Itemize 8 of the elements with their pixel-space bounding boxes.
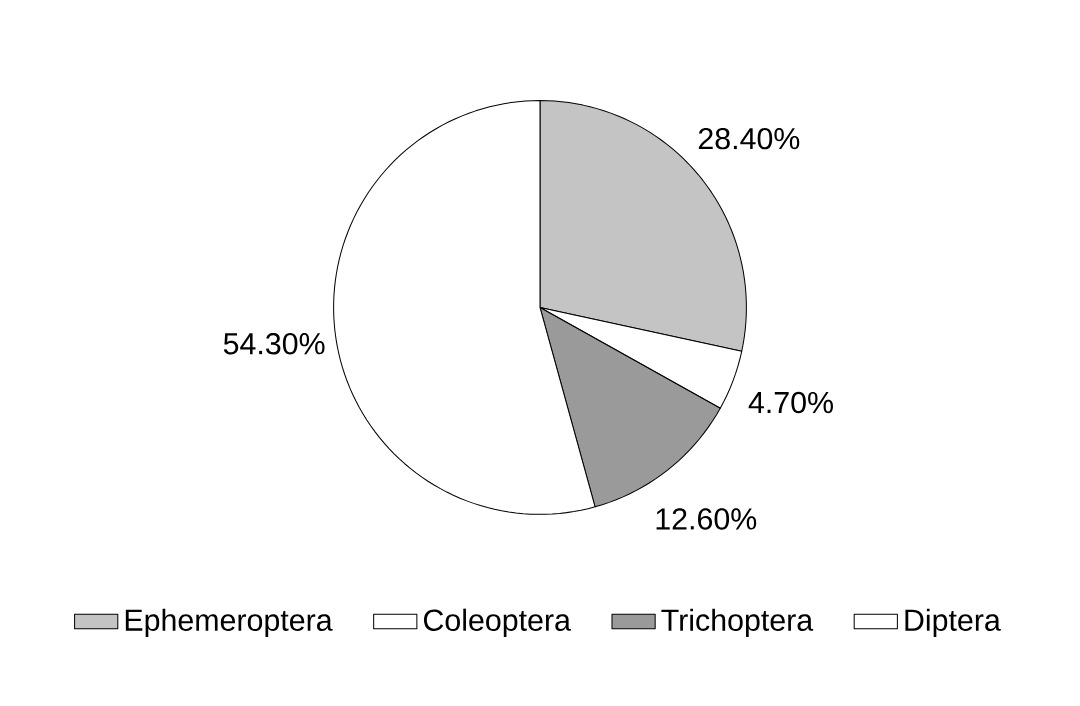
legend-label: Ephemeroptera bbox=[125, 608, 333, 637]
legend-label: Coleoptera bbox=[423, 608, 571, 637]
data-label: 54.30% bbox=[223, 332, 325, 355]
legend-label: Diptera bbox=[905, 608, 1001, 637]
data-label: 4.70% bbox=[748, 391, 833, 414]
legend-label: Trichoptera bbox=[661, 608, 814, 637]
data-label: 12.60% bbox=[656, 508, 757, 530]
data-label: 28.40% bbox=[698, 127, 800, 150]
